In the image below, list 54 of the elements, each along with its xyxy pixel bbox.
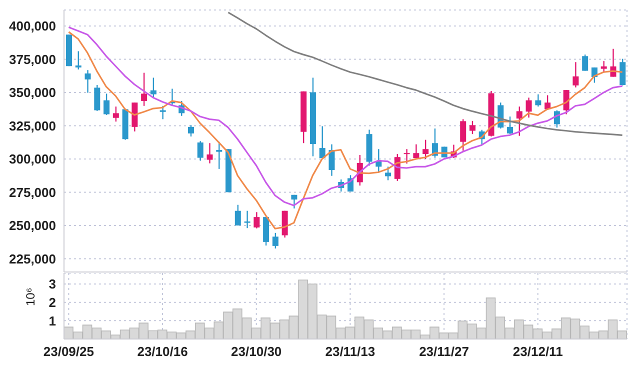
candlestick	[75, 50, 82, 70]
candlestick	[150, 77, 156, 98]
candlestick	[244, 210, 250, 229]
candlestick	[516, 106, 522, 136]
x-tick-label: 23/09/25	[43, 344, 94, 360]
line-series	[227, 12, 624, 136]
candlestick	[328, 144, 335, 176]
candlestick	[432, 128, 438, 158]
candlestick	[112, 106, 119, 122]
candlestick	[460, 118, 466, 152]
candlestick	[160, 105, 166, 120]
x-tick-label: 23/12/11	[512, 344, 563, 360]
y-tick-label: 2	[48, 294, 56, 310]
candlestick	[600, 60, 607, 73]
candlestick	[413, 144, 420, 159]
candlestick	[572, 62, 579, 88]
y-tick-label: 1	[48, 313, 56, 328]
candlestick	[197, 140, 204, 162]
y-axis-title: 10⁶	[23, 288, 38, 306]
y-tick-label: 375,000	[9, 52, 56, 67]
candlestick	[620, 58, 626, 86]
y-tick-label: 3	[48, 276, 56, 292]
candlestick	[385, 166, 392, 181]
x-tick-label: 23/11/27	[419, 344, 469, 360]
candlestick	[254, 212, 260, 229]
x-tick-label: 23/10/30	[231, 344, 282, 360]
candlestick	[526, 97, 532, 118]
candlestick	[507, 116, 514, 135]
x-tick-label: 23/11/13	[325, 344, 376, 360]
y-tick-label: 350,000	[9, 85, 56, 100]
candlestick	[206, 142, 213, 164]
y-tick-label: 300,000	[9, 152, 56, 167]
candlestick	[422, 139, 429, 160]
y-tick-label: 275,000	[9, 184, 56, 200]
candlestick	[216, 141, 222, 170]
candlestick	[291, 194, 298, 210]
candlestick	[141, 72, 148, 106]
candlestick	[84, 70, 91, 94]
candlestick	[469, 120, 476, 135]
candlestick	[272, 232, 278, 250]
candlestick	[319, 126, 326, 159]
x-tick-label: 23/10/16	[137, 344, 188, 360]
candlestick	[188, 124, 194, 138]
candlestick	[234, 204, 241, 226]
y-tick-label: 325,000	[9, 118, 56, 134]
y-tick-label: 250,000	[9, 218, 56, 234]
candlestick	[535, 94, 542, 108]
candlestick	[104, 93, 110, 116]
y-tick-label: 400,000	[9, 18, 56, 34]
y-tick-label: 225,000	[9, 251, 56, 266]
candlestick	[563, 89, 570, 115]
candlestick	[404, 148, 410, 164]
candlestick	[582, 54, 588, 72]
candlestick	[94, 84, 100, 112]
